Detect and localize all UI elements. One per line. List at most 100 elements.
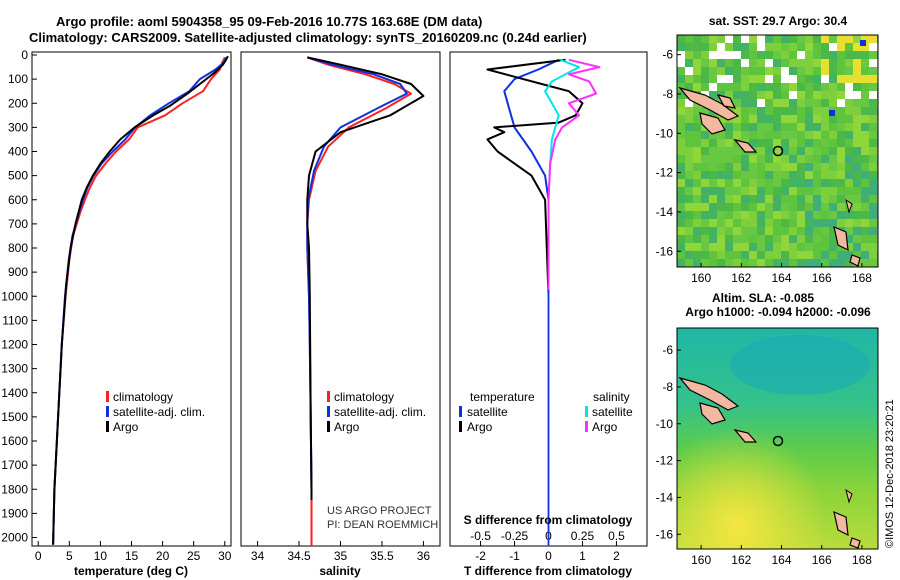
- sst-cell: [829, 187, 837, 195]
- sst-cell: [717, 219, 725, 227]
- sst-cell: [765, 67, 773, 75]
- sst-cell: [709, 235, 717, 243]
- sst-cell: [709, 195, 717, 203]
- sst-cell: [869, 83, 877, 91]
- sst-cell: [741, 67, 749, 75]
- sst-cell: [741, 51, 749, 59]
- sst-cell: [749, 251, 757, 259]
- sst-cell: [717, 243, 725, 251]
- sst-cell: [869, 235, 877, 243]
- sst-cell: [789, 43, 797, 51]
- sst-cell: [685, 171, 693, 179]
- sst-cells: [677, 35, 878, 267]
- sst-cell: [853, 147, 861, 155]
- y-tick-label: 100: [8, 72, 28, 86]
- sst-cell: [725, 91, 733, 99]
- sst-cell: [781, 251, 789, 259]
- island: [733, 429, 758, 443]
- sst-cell: [733, 163, 741, 171]
- sst-cell: [701, 179, 709, 187]
- sst-cell: [677, 179, 685, 187]
- sst-cell: [813, 179, 821, 187]
- sst-cell: [709, 67, 717, 75]
- sst-cell: [829, 163, 837, 171]
- sst-cell: [789, 155, 797, 163]
- header-line-2: Climatology: CARS2009. Satellite-adjuste…: [29, 30, 587, 45]
- sst-cell: [765, 83, 773, 91]
- sst-cell: [701, 147, 709, 155]
- sst-cell: [741, 99, 749, 107]
- sst-cell: [813, 139, 821, 147]
- sst-cell: [749, 227, 757, 235]
- sst-cell: [677, 187, 685, 195]
- sst-cell: [765, 35, 773, 43]
- sst-cell: [717, 171, 725, 179]
- sst-cell: [677, 163, 685, 171]
- sst-cell: [821, 115, 829, 123]
- sst-cell: [781, 219, 789, 227]
- island: [699, 402, 726, 425]
- sst-cell: [725, 51, 733, 59]
- sst-cell: [781, 43, 789, 51]
- temperature-panel: 0100200300400500600700800900100011001200…: [1, 48, 455, 578]
- sst-cell: [805, 139, 813, 147]
- map-x-tick-label: 168: [852, 271, 872, 285]
- sst-cell: [789, 195, 797, 203]
- sst-cell: [845, 139, 853, 147]
- sst-cell: [741, 259, 749, 267]
- sst-cell: [829, 35, 837, 43]
- sst-cell: [869, 163, 877, 171]
- sst-cell: [805, 179, 813, 187]
- sst-cell: [693, 259, 701, 267]
- sst-cell: [725, 235, 733, 243]
- sst-cell: [781, 83, 789, 91]
- sst-cell: [861, 211, 869, 219]
- sst-cell: [797, 227, 805, 235]
- sst-cell: [861, 123, 869, 131]
- sst-cell: [813, 83, 821, 91]
- sst-cell: [757, 211, 765, 219]
- sst-cell: [701, 211, 709, 219]
- map-x-tick-label: 164: [772, 553, 792, 567]
- sst-cell: [757, 99, 765, 107]
- sst-cell: [685, 83, 693, 91]
- sst-cell: [757, 187, 765, 195]
- sst-cell: [861, 259, 869, 267]
- sst-cell: [749, 91, 757, 99]
- x-tick-label: 35.5: [370, 549, 394, 563]
- sst-cell: [725, 147, 733, 155]
- sst-cell: [853, 187, 861, 195]
- sst-cell: [717, 51, 725, 59]
- sst-cell: [821, 259, 829, 267]
- sst-cell: [869, 123, 877, 131]
- sst-cell: [813, 195, 821, 203]
- sst-cell: [789, 163, 797, 171]
- sst-cell: [677, 99, 685, 107]
- sst-cell: [797, 115, 805, 123]
- sst-cell: [701, 259, 709, 267]
- sst-cell: [789, 235, 797, 243]
- legend-label-t-argo: Argo: [467, 420, 493, 434]
- map-y-tick-label: -14: [656, 490, 674, 504]
- sst-cell: [757, 43, 765, 51]
- sst-cell: [813, 243, 821, 251]
- sst-cell: [869, 51, 877, 59]
- legend-swatch-satellite: [106, 406, 109, 417]
- sst-cell: [837, 211, 845, 219]
- sst-cell: [749, 243, 757, 251]
- sst-cell: [821, 75, 829, 83]
- sst-cell: [765, 171, 773, 179]
- sst-cell: [717, 115, 725, 123]
- sst-cell: [709, 59, 717, 67]
- sst-cell: [829, 91, 837, 99]
- sst-cell: [805, 195, 813, 203]
- series-line-t-argo: [486, 58, 584, 545]
- sst-cell: [837, 43, 845, 51]
- sst-cell: [861, 147, 869, 155]
- sst-cell: [765, 155, 773, 163]
- sst-cell: [821, 179, 829, 187]
- temperature-axis-label: temperature (deg C): [74, 564, 188, 578]
- legend-label-satellite: satellite-adj. clim.: [113, 405, 205, 419]
- sst-cell: [717, 35, 725, 43]
